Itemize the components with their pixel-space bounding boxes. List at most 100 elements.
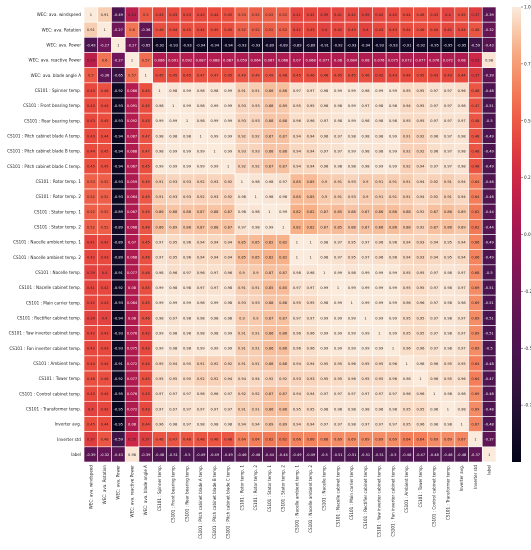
cell-value-label: 0.95 <box>416 407 424 411</box>
cell-value-label: 0.084 <box>347 58 358 62</box>
cell-value-label: 0.47 <box>142 149 150 153</box>
cell-value-label: 0.91 <box>444 180 452 184</box>
cell-value-label: 0.45 <box>169 74 177 78</box>
cell-value-label: 0.43 <box>348 28 356 32</box>
cell-value-label: 0.52 <box>265 13 273 17</box>
cell-value-label: 0.94 <box>252 422 261 426</box>
cell-value-label: 0.69 <box>471 392 480 396</box>
cell-value-label: 0.92 <box>279 377 287 381</box>
cell-value-label: 0.92 <box>224 180 232 184</box>
cell-value-label: -0.48 <box>484 407 494 411</box>
cell-value-label: 0.94 <box>293 392 302 396</box>
cell-value-label: 0.98 <box>183 134 192 138</box>
cell-value-label: 0.076 <box>127 331 138 335</box>
y-tick-label: WEC: ava. Power <box>46 43 81 48</box>
cell-value-label: 0.85 <box>307 180 315 184</box>
cell-value-label: 0.96 <box>307 347 316 351</box>
cell-value-label: 0.95 <box>458 362 466 366</box>
cell-value-label: 0.52 <box>101 225 109 229</box>
cell-value-label: 0.85 <box>252 256 260 260</box>
cell-value-label: 0.99 <box>156 347 165 351</box>
cell-value-label: 0.69 <box>471 286 480 290</box>
cell-value-label: 0.92 <box>238 134 246 138</box>
cell-value-label: -0.51 <box>484 331 493 335</box>
cell-value-label: 0.98 <box>444 347 453 351</box>
cell-value-label: 0.44 <box>101 422 110 426</box>
cell-value-label: 0.92 <box>197 195 205 199</box>
cell-value-label: -0.95 <box>114 392 123 396</box>
cell-value-label: -0.49 <box>484 240 494 244</box>
cell-value-label: 0.92 <box>265 377 273 381</box>
cell-value-label: 0.42 <box>389 13 397 17</box>
cell-value-label: 0.98 <box>210 331 219 335</box>
cell-value-label: 0.66 <box>471 256 480 260</box>
cell-value-label: 1 <box>172 104 174 108</box>
cell-value-label: 0.62 <box>471 225 479 229</box>
cell-value-label: 0.85 <box>307 195 315 199</box>
cell-value-label: 0.99 <box>183 104 192 108</box>
cell-value-label: 0.99 <box>375 347 384 351</box>
cell-value-label: -0.51 <box>484 316 493 320</box>
cell-value-label: 0.87 <box>430 210 438 214</box>
cell-value-label: 0.98 <box>252 210 261 214</box>
cell-value-label: 0.85 <box>334 210 342 214</box>
x-tick-label: CS101 : Control cabinet temp. <box>432 465 437 527</box>
cell-value-label: 0.96 <box>416 347 425 351</box>
cell-value-label: 0.96 <box>416 422 425 426</box>
cell-value-label: 0.99 <box>169 165 178 169</box>
cell-value-label: 1 <box>447 407 449 411</box>
y-tick-label: CS101 : Nacelle ambient temp. 2 <box>13 255 81 260</box>
cell-value-label: -0.51 <box>333 453 342 457</box>
cell-value-label: 0.67 <box>458 438 466 442</box>
cell-value-label: 0.99 <box>279 210 288 214</box>
cell-value-label: -0.59 <box>114 438 124 442</box>
cell-value-label: 0.91 <box>403 134 411 138</box>
cell-value-label: 0.98 <box>362 407 371 411</box>
cell-value-label: 0.97 <box>458 347 466 351</box>
cell-value-label: 0.42 <box>87 331 95 335</box>
y-tick-label: CS101 : Main carrier temp. <box>26 300 81 305</box>
cell-value-label: -0.91 <box>402 43 411 47</box>
cell-value-label: 0.39 <box>320 13 329 17</box>
cell-value-label: 0.87 <box>265 392 273 396</box>
cell-value-label: -0.48 <box>402 453 412 457</box>
cell-value-label: 0.44 <box>101 134 110 138</box>
cell-value-label: 0.99 <box>183 149 192 153</box>
cell-value-label: 0.95 <box>403 271 411 275</box>
cell-value-label: 0.98 <box>389 104 398 108</box>
cell-value-label: 1 <box>131 58 133 62</box>
cell-value-label: 0.45 <box>101 149 109 153</box>
cell-value-label: -0.93 <box>114 331 123 335</box>
cell-value-label: 0.99 <box>320 316 329 320</box>
cell-value-label: 0.95 <box>375 362 383 366</box>
cell-value-label: 1 <box>296 240 298 244</box>
x-tick-label: CS101 : Transformer temp. <box>445 465 450 520</box>
cell-value-label: 0.98 <box>156 316 165 320</box>
cell-value-label: 0.088 <box>209 58 220 62</box>
cell-value-label: 1 <box>145 74 147 78</box>
cell-value-label: 0.99 <box>389 286 398 290</box>
cell-value-label: 0.14 <box>87 58 96 62</box>
cell-value-label: -0.46 <box>251 453 261 457</box>
cell-value-label: -0.89 <box>114 210 124 214</box>
cell-value-label: 0.82 <box>293 225 301 229</box>
cell-value-label: -0.5 <box>183 453 190 457</box>
cell-value-label: 0.99 <box>389 149 398 153</box>
cell-value-label: 0.97 <box>362 256 370 260</box>
cell-value-label: 0.077 <box>127 377 137 381</box>
cell-value-label: 1 <box>227 165 229 169</box>
cell-value-label: -0.39 <box>86 453 96 457</box>
cell-value-label: 0.67 <box>471 422 479 426</box>
cell-value-label: 0.43 <box>169 13 177 17</box>
cell-value-label: 0.97 <box>156 240 164 244</box>
cell-value-label: 0.52 <box>252 28 260 32</box>
cell-value-label: 0.94 <box>169 362 178 366</box>
cell-value-label: 0.37 <box>87 438 95 442</box>
cell-value-label: -0.49 <box>114 13 124 17</box>
cell-value-label: 0.37 <box>471 13 479 17</box>
cell-value-label: 0.64 <box>238 438 247 442</box>
cell-value-label: 0.97 <box>320 392 328 396</box>
cell-value-label: 0.98 <box>362 134 371 138</box>
cell-value-label: 0.6 <box>129 28 135 32</box>
